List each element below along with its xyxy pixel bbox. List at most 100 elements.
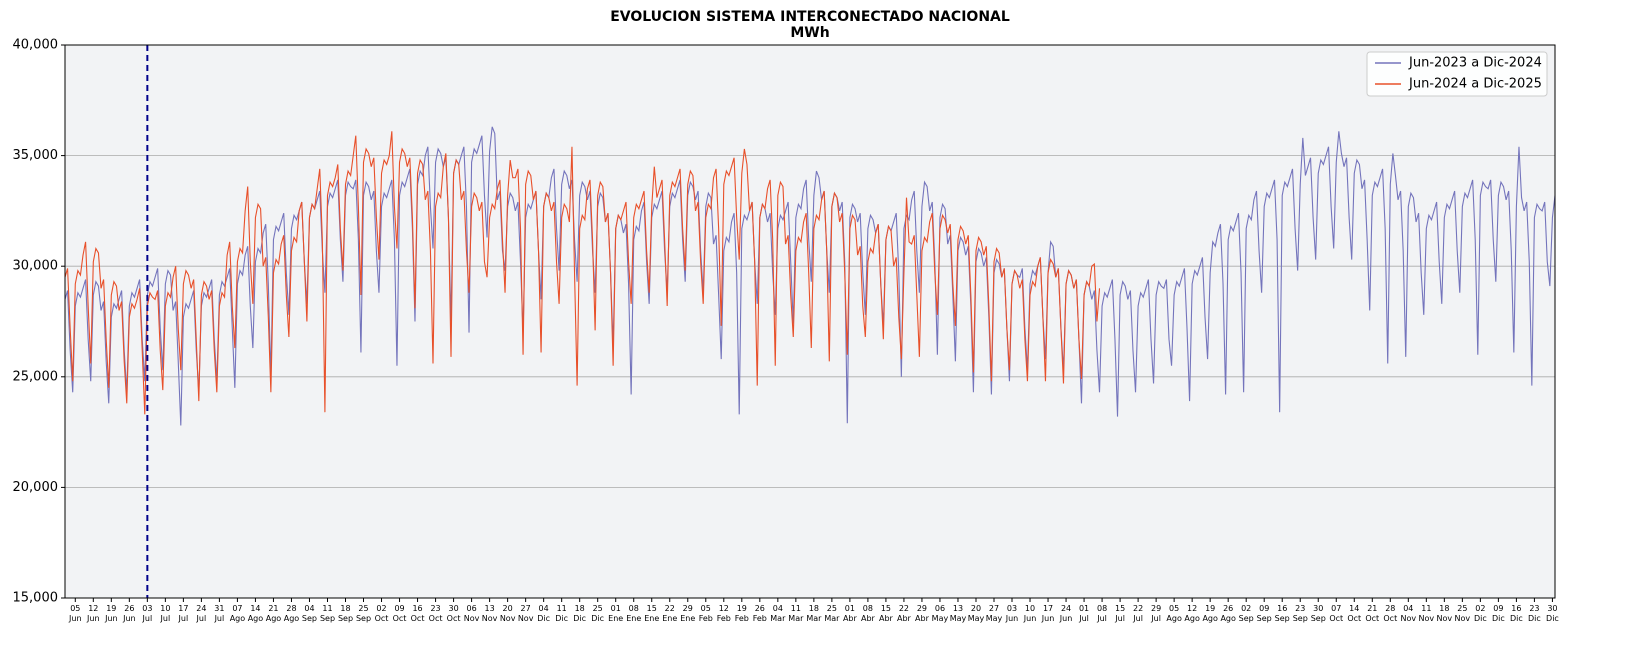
x-tick-label-line: Nov [1401,614,1417,623]
x-tick-label: 05 Feb [699,604,713,623]
x-tick-label-line: 30 [1547,604,1557,613]
x-tick-label: 07 Ago [230,604,246,623]
x-tick-label-line: Dic [573,614,586,623]
x-tick-label: 26 Jun [122,604,136,623]
x-tick-label: 27 May [986,604,1003,623]
x-tick-label-line: 05 [70,604,80,613]
x-tick-label: 22 Abr [897,604,912,623]
x-tick-label-line: May [986,614,1003,623]
chart-title: EVOLUCION SISTEMA INTERCONECTADO NACIONA… [610,9,1010,25]
y-tick-label: 30,000 [13,259,59,274]
x-tick-label-line: Oct [1329,614,1343,623]
x-tick-label-line: Oct [447,614,461,623]
x-tick-label: 10 Jul [160,604,171,623]
x-tick-label-line: 09 [1259,604,1269,613]
x-tick-label: 18 Dic [573,604,586,623]
x-tick-label: 03 Jul [142,604,153,623]
x-tick-label: 01 Jul [1078,604,1089,623]
x-tick-label-line: 01 [611,604,621,613]
x-tick-label: 17 Jul [178,604,189,623]
x-tick-label-line: 28 [286,604,296,613]
x-tick-label: 17 Jun [1041,604,1055,623]
x-tick-label: 15 Ene [644,604,659,623]
x-tick-label-line: Jun [1005,614,1019,623]
x-tick-label-line: 19 [737,604,747,613]
x-tick-label-line: 04 [539,604,549,613]
x-tick-label-line: Dic [1528,614,1541,623]
x-tick-label: 21 Oct [1365,604,1379,623]
x-tick-label-line: 30 [1313,604,1323,613]
y-tick-label: 15,000 [13,591,59,606]
x-tick-label-line: Dic [537,614,550,623]
x-tick-label-line: Nov [464,614,480,623]
x-tick-label-line: Abr [915,614,930,623]
x-tick-label: 09 Dic [1492,604,1505,623]
x-tick-label-line: 08 [863,604,873,613]
x-tick-label: 11 Nov [1419,604,1435,623]
x-tick-label: 29 Jul [1150,604,1161,623]
x-tick-label: 14 Oct [1347,604,1361,623]
x-tick-label-line: Sep [1257,614,1272,623]
x-tick-label-line: Feb [717,614,731,623]
x-tick-label: 02 Oct [375,604,389,623]
x-tick-label-line: Jun [86,614,100,623]
legend-label: Jun-2024 a Dic-2025 [1408,77,1542,92]
x-tick-label-line: Jul [1132,614,1143,623]
x-tick-label: 12 Jun [86,604,100,623]
x-tick-label: 11 Mar [788,604,804,623]
x-tick-label-line: Jul [178,614,189,623]
x-tick-label: 16 Oct [411,604,425,623]
x-tick-label-line: Jul [196,614,207,623]
x-tick-label: 16 Dic [1510,604,1523,623]
x-tick-label: 04 Sep [302,604,317,623]
x-tick-label-line: 11 [791,604,801,613]
x-tick-label-line: 11 [322,604,332,613]
x-tick-label-line: 25 [358,604,368,613]
x-tick-label-line: 23 [1295,604,1305,613]
x-tick-label-line: 20 [503,604,513,613]
x-tick-label-line: 24 [196,604,206,613]
x-tick-label: 27 Nov [518,604,534,623]
x-tick-label-line: 26 [1223,604,1233,613]
x-tick-label-line: 04 [1403,604,1413,613]
x-tick-label-line: Mar [770,614,786,623]
x-tick-label-line: 05 [1169,604,1179,613]
x-tick-label-line: 18 [809,604,819,613]
x-tick-label-line: Ago [1166,614,1182,623]
x-tick-label-line: 18 [340,604,350,613]
x-tick-label-line: Ago [284,614,300,623]
x-tick-label: 02 Sep [1239,604,1254,623]
x-tick-label-line: Ago [266,614,282,623]
x-tick-label-line: 15 [647,604,657,613]
x-tick-label-line: 26 [755,604,765,613]
x-tick-label: 18 Mar [806,604,822,623]
y-tick-label: 35,000 [13,148,59,163]
x-tick-label-line: Ene [662,614,677,623]
x-tick-label-line: Oct [1365,614,1379,623]
x-tick-label: 03 Jun [1005,604,1019,623]
x-tick-label-line: Mar [824,614,840,623]
x-tick-label: 29 Ene [680,604,695,623]
x-tick-label: 07 Oct [1329,604,1343,623]
x-tick-label: 19 Feb [735,604,749,623]
x-tick-label-line: 28 [1385,604,1395,613]
x-tick-label: 28 Ago [284,604,300,623]
x-tick-label-line: 21 [1367,604,1377,613]
x-tick-label: 24 Jun [1059,604,1073,623]
x-tick-label-line: 14 [1349,604,1359,613]
x-tick-label-line: 02 [1241,604,1251,613]
x-tick-label-line: Oct [1347,614,1361,623]
x-tick-label-line: 05 [701,604,711,613]
x-tick-label: 12 Ago [1184,604,1200,623]
x-tick-label-line: 25 [593,604,603,613]
x-tick-label-line: Dic [1546,614,1559,623]
x-tick-label: 02 Dic [1474,604,1487,623]
x-tick-label-line: Jun [1059,614,1073,623]
x-tick-label-line: May [968,614,985,623]
x-tick-label: 23 Sep [1293,604,1308,623]
x-tick-label-line: Oct [429,614,443,623]
x-tick-label-line: 16 [1277,604,1287,613]
legend-label: Jun-2023 a Dic-2024 [1408,56,1542,71]
x-tick-label-line: Sep [1239,614,1254,623]
